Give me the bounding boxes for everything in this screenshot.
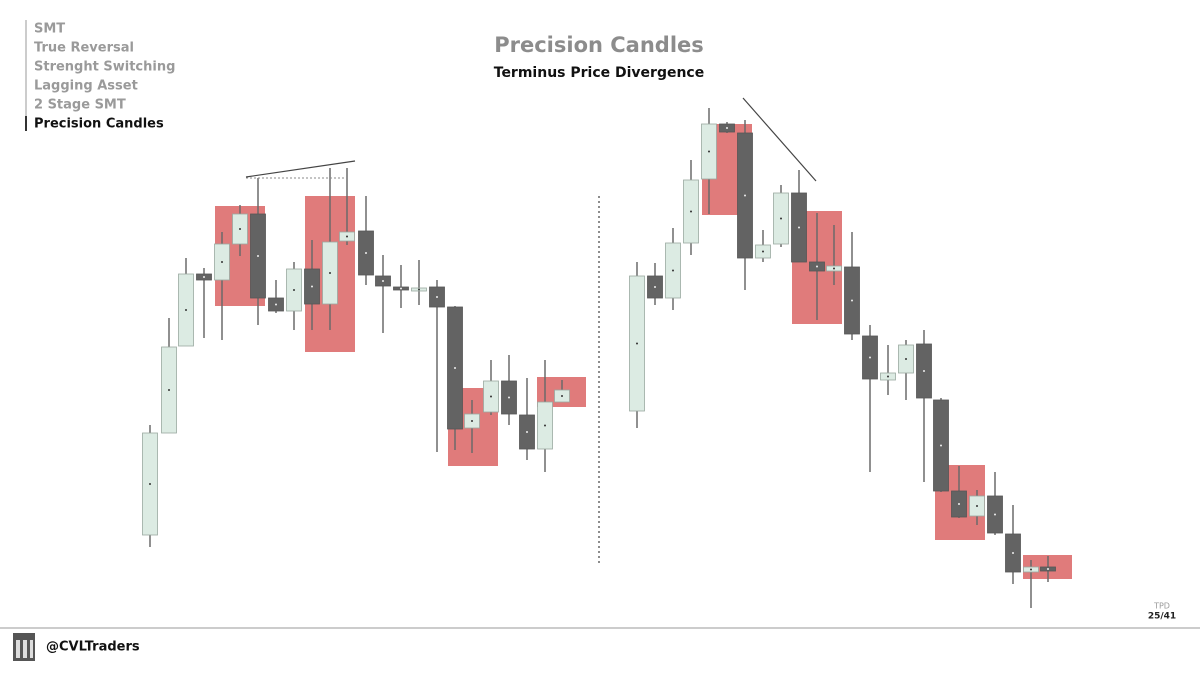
candle-dot (1012, 552, 1014, 554)
trend-line (742, 97, 817, 182)
candle-dot (365, 252, 367, 254)
candle-dot (257, 255, 259, 257)
candle-dot (544, 424, 546, 427)
candle-dot (851, 299, 853, 302)
logo (13, 633, 35, 661)
candle-dot (1047, 568, 1049, 570)
candle-dot (221, 261, 223, 263)
candle-dot (561, 395, 563, 397)
menu-item[interactable]: SMT (34, 22, 65, 37)
candle-dot (275, 303, 277, 306)
candle-dot (418, 288, 420, 291)
candle-dot (454, 367, 456, 369)
candle-dot (958, 503, 960, 505)
candle-dot (940, 444, 942, 447)
menu-item[interactable]: Lagging Asset (34, 79, 138, 94)
menu-item-active[interactable]: Precision Candles (34, 117, 164, 132)
handle: @CVLTraders (46, 640, 140, 655)
candle-dot (293, 289, 295, 291)
candle-dot (471, 420, 473, 422)
candle-dot (654, 286, 656, 288)
candle-dot (382, 280, 384, 282)
candle-dot (887, 375, 889, 378)
candle-dot (690, 210, 692, 213)
menu-item[interactable]: Strenght Switching (34, 60, 175, 75)
trend-line (245, 160, 356, 178)
title: Precision Candles (494, 33, 704, 57)
candle-dot (311, 285, 313, 288)
candle-dot (329, 272, 331, 274)
footer-tag: TPD (1153, 602, 1170, 611)
candle-dot (994, 513, 996, 516)
candle-dot (976, 505, 978, 507)
candle-dot (185, 309, 187, 311)
candle-dot (239, 228, 241, 230)
candle-dot (526, 431, 528, 433)
footer-bar (0, 627, 1200, 674)
candle-dot (744, 194, 746, 197)
candle-dot (508, 396, 510, 399)
candle-dot (905, 358, 907, 360)
candle-dot (833, 267, 835, 270)
menu-item[interactable]: True Reversal (34, 41, 134, 56)
candle-dot (708, 150, 710, 153)
candle-dot (816, 265, 818, 268)
candle-dot (490, 395, 492, 398)
candle-dot (923, 370, 925, 372)
candle-dot (1030, 568, 1032, 571)
candle-dot (400, 287, 402, 290)
page-number: 25/41 (1148, 612, 1176, 622)
candle-dot (168, 389, 170, 391)
candles (142, 108, 1072, 608)
candle-dot (149, 483, 151, 485)
candle-dot (436, 296, 438, 298)
candle-dot (203, 276, 205, 278)
candle-dot (798, 226, 800, 229)
candle-dot (636, 342, 638, 345)
candle-dot (780, 217, 782, 220)
subtitle: Terminus Price Divergence (494, 65, 704, 81)
candle-dot (346, 235, 348, 238)
candle-dot (672, 269, 674, 272)
candle-dot (762, 250, 764, 253)
candle-dot (869, 356, 871, 359)
candle-dot (726, 127, 728, 129)
menu-item[interactable]: 2 Stage SMT (34, 98, 126, 113)
